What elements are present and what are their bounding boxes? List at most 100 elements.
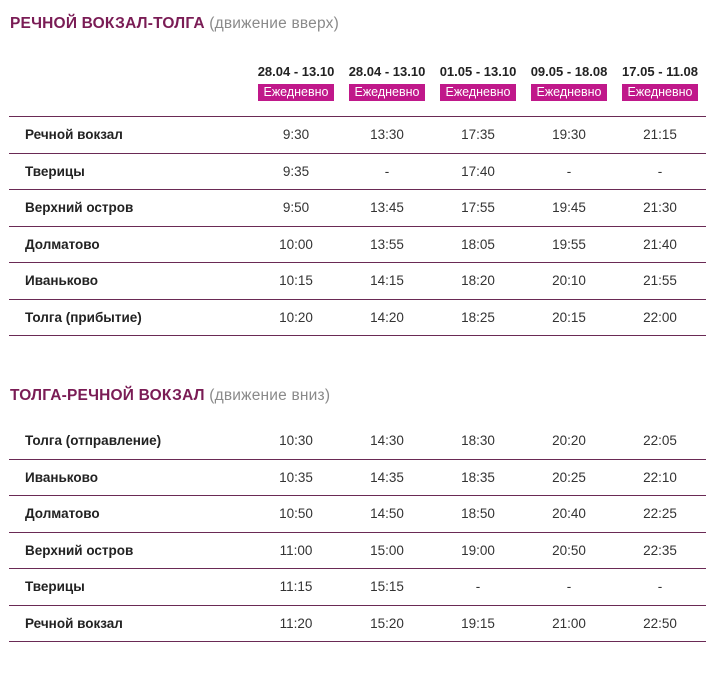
column-header: 28.04 - 13.10 Ежедневно	[342, 64, 432, 101]
table-row: Речной вокзал 9:30 13:30 17:35 19:30 21:15	[9, 117, 706, 154]
column-header: 01.05 - 13.10 Ежедневно	[433, 64, 523, 101]
stop-name: Речной вокзал	[25, 615, 123, 631]
time-cell: 18:35	[461, 469, 495, 485]
table-row: Долматово 10:00 13:55 18:05 19:55 21:40	[9, 227, 706, 263]
time-cell: 19:00	[461, 542, 495, 558]
time-cell: 14:30	[370, 433, 404, 448]
frequency-badge: Ежедневно	[440, 84, 516, 101]
time-cell: 22:50	[643, 615, 677, 631]
section-title-subtitle: (движение вниз)	[209, 387, 331, 404]
column-headers: 28.04 - 13.10 Ежедневно 28.04 - 13.10 Еж…	[0, 64, 718, 108]
time-cell: 22:00	[643, 309, 677, 325]
stop-name: Иваньково	[25, 469, 98, 485]
time-cell: 14:35	[370, 469, 404, 485]
table-row: Толга (прибытие) 10:20 14:20 18:25 20:15 22:0…	[9, 300, 706, 336]
time-cell: 14:50	[370, 506, 404, 521]
date-range: 01.05 - 13.10	[439, 64, 517, 79]
time-cell: -	[566, 163, 572, 179]
time-cell: 21:15	[643, 127, 677, 142]
time-cell: 18:05	[461, 236, 495, 252]
stop-name: Иваньково	[25, 273, 98, 288]
column-header: 28.04 - 13.10 Ежедневно	[251, 64, 341, 101]
column-header: 09.05 - 18.08 Ежедневно	[524, 64, 614, 101]
section-title-subtitle: (движение вверх)	[209, 15, 339, 32]
time-cell: 13:55	[370, 236, 404, 252]
time-cell: 10:50	[279, 506, 313, 521]
downstream-schedule-table: Толга (отправление) 10:30 14:30 18:30 20:20 2…	[9, 423, 706, 642]
time-cell: 14:20	[370, 309, 404, 325]
stop-name: Долматово	[25, 506, 100, 521]
date-range: 09.05 - 18.08	[530, 64, 608, 79]
section-title-upstream: РЕЧНОЙ ВОКЗАЛ-ТОЛГА (движение вверх)	[10, 15, 339, 33]
time-cell: 20:50	[552, 542, 586, 558]
time-cell: 19:30	[552, 127, 586, 142]
stop-name: Тверицы	[25, 163, 85, 179]
time-cell: 21:55	[643, 273, 677, 288]
time-cell: 18:30	[461, 433, 495, 448]
time-cell: 20:10	[552, 273, 586, 288]
frequency-badge: Ежедневно	[258, 84, 334, 101]
time-cell: 18:20	[461, 273, 495, 288]
time-cell: 10:35	[279, 469, 313, 485]
table-row: Тверицы 9:35 - 17:40 - -	[9, 154, 706, 190]
time-cell: 20:40	[552, 506, 586, 521]
table-row: Иваньково 10:35 14:35 18:35 20:25 22:10	[9, 460, 706, 496]
upstream-schedule-table: Речной вокзал 9:30 13:30 17:35 19:30 21:15 Тве…	[9, 116, 706, 336]
stop-name: Тверицы	[25, 579, 85, 594]
stop-name: Речной вокзал	[25, 127, 123, 142]
table-row: Толга (отправление) 10:30 14:30 18:30 20:20 2…	[9, 423, 706, 460]
stop-name: Толга (отправление)	[25, 433, 162, 448]
time-cell: 22:05	[643, 433, 677, 448]
stop-name: Толга (прибытие)	[25, 309, 142, 325]
time-cell: 10:20	[279, 309, 313, 325]
time-cell: 13:45	[370, 200, 404, 215]
time-cell: -	[657, 163, 663, 179]
time-cell: 22:25	[643, 506, 677, 521]
time-cell: 10:15	[279, 273, 313, 288]
date-range: 17.05 - 11.08	[622, 64, 698, 79]
time-cell: 9:30	[282, 127, 310, 142]
time-cell: -	[566, 579, 572, 594]
time-cell: 9:50	[282, 200, 310, 215]
time-cell: -	[657, 579, 663, 594]
frequency-badge: Ежедневно	[349, 84, 425, 101]
table-row: Речной вокзал 11:20 15:20 19:15 21:00 22:50	[9, 606, 706, 642]
table-row: Долматово 10:50 14:50 18:50 20:40 22:25	[9, 496, 706, 533]
section-title-downstream: ТОЛГА-РЕЧНОЙ ВОКЗАЛ (движение вниз)	[10, 387, 330, 405]
time-cell: 20:15	[552, 309, 586, 325]
time-cell: 22:10	[643, 469, 677, 485]
time-cell: 11:20	[279, 615, 313, 631]
time-cell: 21:30	[643, 200, 677, 215]
stop-name: Верхний остров	[25, 542, 134, 558]
time-cell: -	[475, 579, 481, 594]
time-cell: 20:25	[552, 469, 586, 485]
time-cell: -	[384, 163, 390, 179]
column-header: 17.05 - 11.08 Ежедневно	[615, 64, 705, 101]
time-cell: 19:55	[552, 236, 586, 252]
time-cell: 18:25	[461, 309, 495, 325]
table-row: Верхний остров 11:00 15:00 19:00 20:50 22:35	[9, 533, 706, 569]
time-cell: 15:15	[370, 579, 404, 594]
time-cell: 17:40	[461, 163, 495, 179]
time-cell: 19:15	[461, 615, 495, 631]
date-range: 28.04 - 13.10	[348, 64, 426, 79]
time-cell: 20:20	[552, 433, 586, 448]
date-range: 28.04 - 13.10	[257, 64, 335, 79]
time-cell: 11:15	[279, 579, 313, 594]
time-cell: 11:00	[279, 542, 313, 558]
stop-name: Долматово	[25, 236, 100, 252]
frequency-badge: Ежедневно	[622, 84, 698, 101]
time-cell: 17:35	[461, 127, 495, 142]
time-cell: 14:15	[370, 273, 404, 288]
section-title-main: ТОЛГА-РЕЧНОЙ ВОКЗАЛ	[10, 387, 205, 404]
time-cell: 17:55	[461, 200, 495, 215]
time-cell: 15:00	[370, 542, 404, 558]
time-cell: 15:20	[370, 615, 404, 631]
table-row: Тверицы 11:15 15:15 - - -	[9, 569, 706, 606]
time-cell: 22:35	[643, 542, 677, 558]
table-row: Иваньково 10:15 14:15 18:20 20:10 21:55	[9, 263, 706, 300]
frequency-badge: Ежедневно	[531, 84, 607, 101]
time-cell: 10:30	[279, 433, 313, 448]
table-row: Верхний остров 9:50 13:45 17:55 19:45 21:30	[9, 190, 706, 227]
